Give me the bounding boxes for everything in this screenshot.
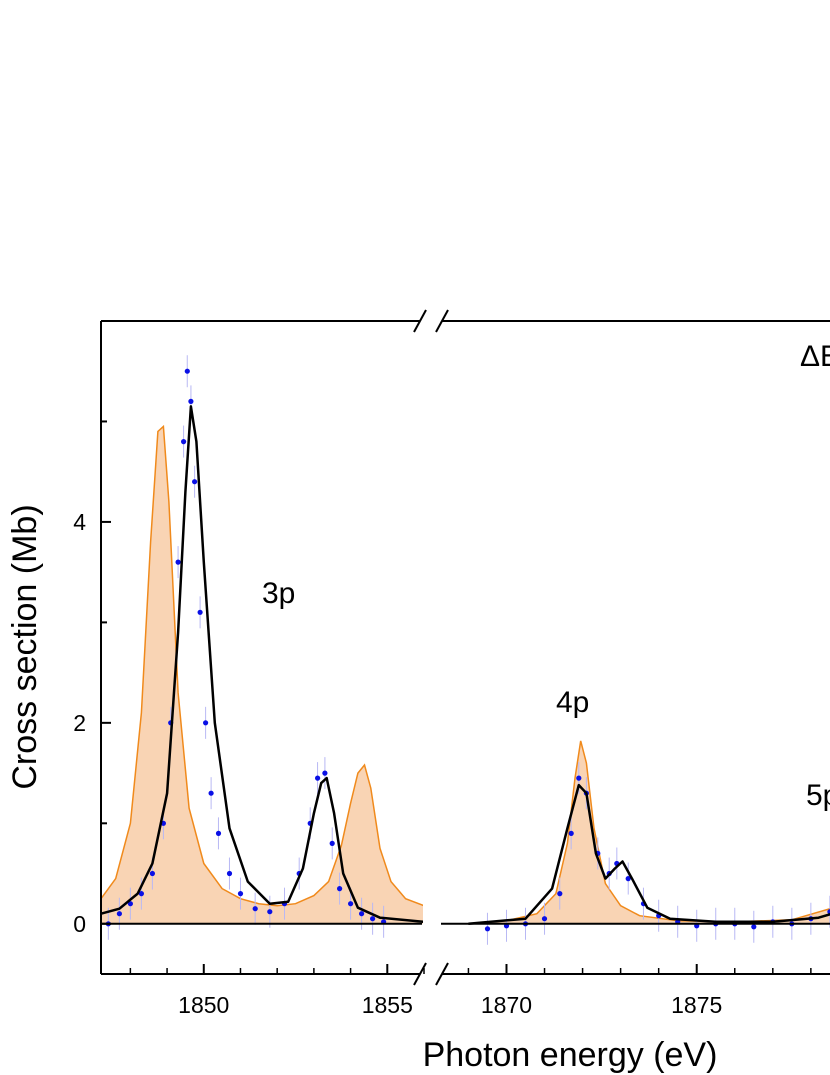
x-tick-label: 1875 (671, 992, 722, 1018)
data-point (625, 876, 631, 882)
data-point (197, 609, 203, 615)
fit-line-1 (468, 783, 830, 926)
data-point (576, 775, 582, 781)
data-point (215, 830, 222, 837)
data-point (348, 901, 354, 907)
annotation-5p: 5p (806, 779, 830, 812)
x-tick-label: 1855 (362, 992, 413, 1018)
data-point (127, 901, 133, 907)
data-point (568, 830, 574, 837)
data-point (237, 891, 244, 897)
x-tick-label: 1850 (178, 992, 229, 1018)
data-point (359, 911, 365, 917)
data-point (116, 911, 122, 917)
fit-line-0 (100, 405, 423, 923)
data-point (149, 870, 155, 877)
data-point (181, 439, 187, 445)
data-point (827, 909, 830, 915)
data-point (203, 720, 209, 726)
y-tick-label: 0 (73, 911, 86, 937)
data-point (541, 916, 548, 922)
data-point (192, 479, 198, 485)
series-layer (100, 355, 830, 945)
axis-break-bottom (413, 962, 449, 986)
data-point (370, 916, 376, 922)
data-point (188, 398, 194, 404)
data-point (557, 891, 563, 897)
x-axis-title: Photon energy (eV) (423, 1036, 718, 1074)
y-tick-label: 2 (73, 710, 86, 736)
theory-area-0 (101, 426, 423, 924)
data-point (208, 790, 214, 796)
theory-line-1 (468, 740, 830, 925)
annotation-delta-e: ΔE (800, 340, 830, 373)
y-axis-title: Cross section (Mb) (6, 504, 44, 789)
data-point (138, 891, 144, 897)
theory-line-0 (100, 424, 423, 907)
data-point (184, 368, 190, 374)
annotation-4p: 4p (556, 686, 589, 719)
data-point (337, 886, 343, 892)
ticks-layer: 0241850185518701875188 (73, 420, 812, 1018)
data-point (322, 770, 328, 776)
data-point (329, 840, 335, 847)
theory-area-1 (468, 740, 830, 924)
data-point (226, 870, 233, 877)
data-point (315, 775, 321, 781)
data-point (484, 926, 491, 932)
data-point (175, 559, 181, 565)
axis-break-top (413, 309, 449, 333)
data-point (252, 906, 258, 912)
x-tick-label: 1870 (481, 992, 532, 1018)
data-point (267, 909, 273, 915)
data-point (751, 924, 757, 930)
annotation-3p: 3p (262, 577, 295, 610)
y-tick-label: 4 (73, 509, 86, 535)
plot-frame (100, 320, 830, 975)
